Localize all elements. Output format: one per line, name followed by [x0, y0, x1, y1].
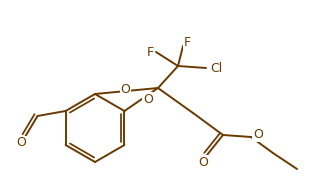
Text: O: O [17, 136, 26, 149]
Text: F: F [183, 36, 191, 49]
Text: O: O [253, 129, 263, 142]
Text: F: F [146, 46, 154, 59]
Text: Cl: Cl [210, 62, 222, 76]
Text: O: O [121, 83, 131, 96]
Text: O: O [198, 155, 208, 168]
Text: O: O [143, 93, 153, 106]
